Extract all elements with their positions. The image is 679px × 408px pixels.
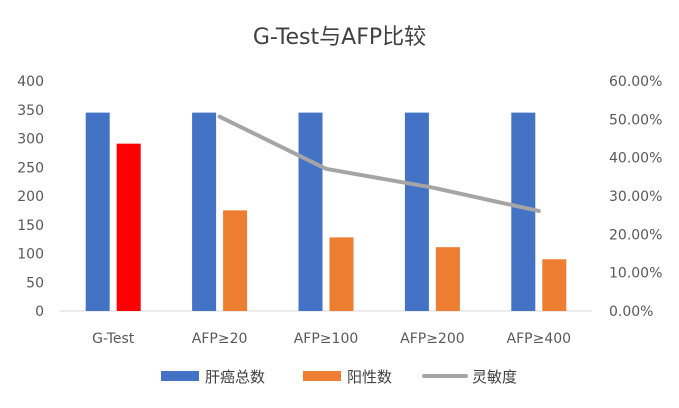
x-tick-label: AFP≥100	[294, 331, 359, 347]
bar-positive-count	[435, 247, 460, 311]
y-axis-right: 0.00% 10.00% 20.00% 30.00% 40.00% 50.00% 60.00…	[609, 74, 662, 320]
line-sensitivity	[217, 114, 541, 213]
bar-positive-count	[223, 210, 248, 311]
y-left-tick-label: 300	[17, 132, 44, 148]
bar-liver-cancer-total	[404, 112, 429, 311]
y-left-tick-label: 0	[35, 304, 44, 320]
y-right-tick-label: 0.00%	[609, 304, 653, 320]
legend-label: 肝癌总数	[205, 368, 265, 386]
bar-positive-count	[116, 143, 141, 311]
legend-label: 阳性数	[347, 368, 392, 386]
y-right-tick-label: 10.00%	[609, 266, 662, 282]
x-tick-label: AFP≥400	[507, 331, 572, 347]
legend-label: 灵敏度	[472, 368, 517, 386]
y-right-tick-label: 50.00%	[609, 112, 662, 128]
y-right-tick-label: 40.00%	[609, 151, 662, 167]
bar-liver-cancer-total	[511, 112, 536, 311]
legend: 肝癌总数 阳性数 灵敏度	[161, 368, 517, 386]
y-left-tick-label: 400	[17, 74, 44, 90]
y-axis-left: 0 50 100 150 200 250 300 350 400	[17, 74, 44, 320]
bar-liver-cancer-total	[85, 112, 110, 311]
bar-liver-cancer-total	[192, 112, 217, 311]
line-series-group	[217, 114, 541, 213]
chart-title: G-Test与AFP比较	[253, 25, 426, 50]
x-tick-label: G-Test	[92, 331, 135, 347]
y-right-tick-label: 30.00%	[609, 189, 662, 205]
y-left-tick-label: 150	[17, 218, 44, 234]
legend-swatch	[161, 371, 199, 381]
x-tick-label: AFP≥200	[400, 331, 465, 347]
x-tick-label: AFP≥20	[192, 331, 248, 347]
x-axis: G-Test AFP≥20 AFP≥100 AFP≥200 AFP≥400	[92, 331, 571, 347]
y-left-tick-label: 200	[17, 189, 44, 205]
bar-group	[85, 112, 567, 311]
bar-liver-cancer-total	[298, 112, 323, 311]
bar-positive-count	[329, 237, 354, 311]
legend-swatch	[303, 371, 341, 381]
bar-positive-count	[542, 259, 567, 311]
y-left-tick-label: 100	[17, 247, 44, 263]
y-left-tick-label: 350	[17, 103, 44, 119]
y-left-tick-label: 250	[17, 160, 44, 176]
y-right-tick-label: 60.00%	[609, 74, 662, 90]
y-left-tick-label: 50	[26, 275, 44, 291]
y-right-tick-label: 20.00%	[609, 227, 662, 243]
